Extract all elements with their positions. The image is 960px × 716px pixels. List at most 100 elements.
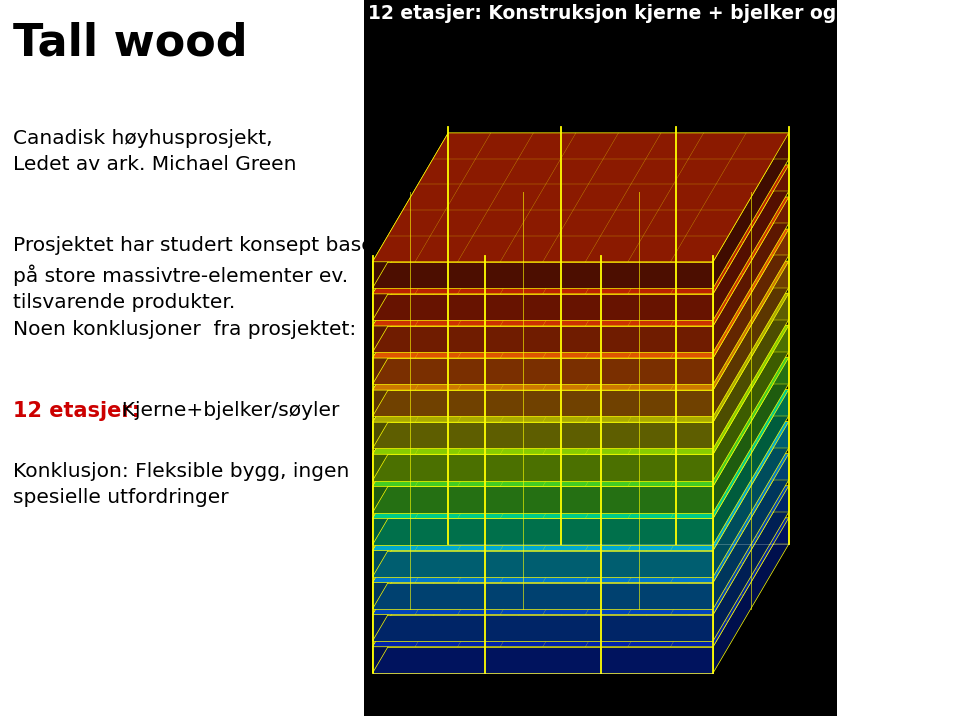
Polygon shape	[448, 454, 789, 480]
Point	[753, 212, 764, 221]
Point	[740, 257, 752, 266]
Point	[427, 186, 439, 195]
Polygon shape	[372, 261, 448, 417]
Point	[622, 258, 634, 266]
Point	[528, 481, 540, 490]
Point	[452, 482, 464, 490]
Point	[494, 321, 506, 330]
Point	[452, 289, 464, 298]
Point	[698, 353, 709, 362]
Point	[485, 385, 496, 394]
Line: 2 pts: 2 pts	[458, 294, 534, 422]
Text: Tall wood: Tall wood	[12, 21, 247, 64]
Polygon shape	[372, 294, 713, 320]
Point	[427, 155, 439, 163]
Point	[570, 225, 582, 233]
Line: 2 pts: 2 pts	[628, 294, 704, 422]
Line: 2 pts: 2 pts	[500, 229, 576, 358]
Point	[494, 354, 506, 362]
Point	[494, 610, 506, 619]
Text: 12 etasjer: Konstruksjon kjerne + bjelker og søyler: 12 etasjer: Konstruksjon kjerne + bjelke…	[369, 4, 908, 23]
Point	[427, 475, 439, 484]
Point	[382, 616, 394, 625]
Point	[409, 514, 420, 523]
Polygon shape	[713, 165, 789, 320]
Point	[479, 669, 491, 677]
Polygon shape	[372, 261, 789, 390]
Point	[382, 328, 394, 337]
Polygon shape	[372, 325, 789, 454]
Point	[595, 252, 607, 261]
Point	[452, 546, 464, 555]
Point	[537, 354, 548, 362]
Line: 2 pts: 2 pts	[415, 325, 491, 454]
Point	[570, 257, 582, 266]
Line: 2 pts: 2 pts	[500, 325, 576, 454]
Point	[656, 321, 667, 329]
Point	[412, 437, 423, 445]
Point	[622, 289, 634, 298]
Point	[537, 642, 548, 651]
Point	[723, 328, 734, 337]
Line: 2 pts: 2 pts	[586, 165, 661, 294]
Point	[494, 450, 506, 458]
Point	[622, 482, 634, 490]
Line: 2 pts: 2 pts	[500, 165, 576, 294]
Polygon shape	[372, 357, 448, 513]
Line: 2 pts: 2 pts	[500, 518, 576, 647]
Point	[412, 309, 423, 317]
Line: 2 pts: 2 pts	[586, 229, 661, 358]
Point	[570, 160, 582, 169]
Point	[740, 417, 752, 426]
Line: 2 pts: 2 pts	[628, 229, 704, 358]
Point	[723, 424, 734, 432]
Point	[367, 669, 378, 677]
Point	[633, 604, 644, 613]
Point	[452, 642, 464, 651]
Line: 2 pts: 2 pts	[586, 197, 661, 326]
Line: 2 pts: 2 pts	[500, 294, 576, 422]
Point	[740, 193, 752, 201]
Text: Canadisk høyhusprosjekt,
Ledet av ark. Michael Green: Canadisk høyhusprosjekt, Ledet av ark. M…	[12, 129, 296, 175]
Point	[740, 385, 752, 394]
Point	[768, 251, 780, 259]
Line: 2 pts: 2 pts	[628, 197, 704, 326]
Point	[753, 244, 764, 253]
Point	[485, 417, 496, 426]
Text: 12 etasjer:: 12 etasjer:	[12, 401, 140, 421]
Polygon shape	[448, 485, 789, 512]
Point	[622, 386, 634, 395]
Line: 2 pts: 2 pts	[586, 294, 661, 422]
Line: 2 pts: 2 pts	[586, 357, 661, 486]
Point	[479, 252, 491, 261]
Point	[412, 276, 423, 285]
Line: 2 pts: 2 pts	[670, 422, 746, 551]
Point	[708, 669, 719, 677]
Bar	[364, 0, 837, 716]
Point	[397, 527, 409, 536]
Line: 2 pts: 2 pts	[458, 325, 534, 454]
Polygon shape	[713, 390, 789, 545]
Point	[580, 386, 591, 395]
Point	[517, 188, 529, 196]
Point	[412, 565, 423, 574]
Point	[723, 584, 734, 593]
Point	[409, 642, 420, 651]
Line: 2 pts: 2 pts	[542, 454, 618, 583]
Line: 2 pts: 2 pts	[458, 357, 534, 486]
Point	[612, 225, 624, 233]
Point	[768, 315, 780, 324]
Point	[528, 513, 540, 522]
Point	[537, 386, 548, 395]
Point	[494, 258, 506, 266]
Polygon shape	[372, 390, 713, 417]
Point	[570, 289, 582, 298]
Point	[427, 347, 439, 355]
Point	[740, 129, 752, 137]
Line: 2 pts: 2 pts	[500, 390, 576, 518]
Line: 2 pts: 2 pts	[458, 485, 534, 614]
Point	[452, 386, 464, 395]
Point	[698, 417, 709, 426]
Point	[622, 418, 634, 427]
Point	[537, 450, 548, 458]
